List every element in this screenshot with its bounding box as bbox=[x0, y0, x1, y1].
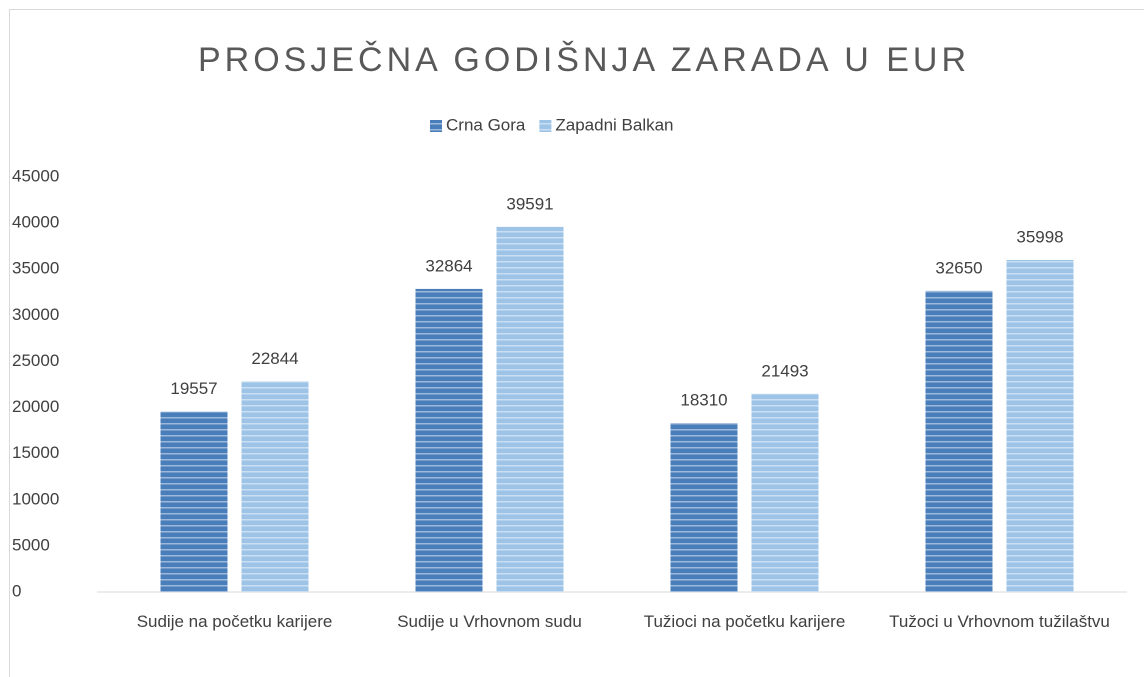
bar bbox=[241, 381, 309, 592]
bar bbox=[751, 393, 819, 592]
data-label: 32864 bbox=[425, 256, 472, 275]
y-tick-label: 25000 bbox=[12, 351, 59, 370]
data-label: 19557 bbox=[170, 379, 217, 398]
x-tick-label: Tužoci u Vrhovnom tužilaštvu bbox=[889, 612, 1110, 631]
x-tick-label: Sudije u Vrhovnom sudu bbox=[397, 612, 582, 631]
data-label: 18310 bbox=[680, 391, 727, 410]
y-tick-label: 0 bbox=[12, 581, 21, 600]
x-tick-label: Tužioci na početku karijere bbox=[643, 612, 846, 631]
y-tick-label: 10000 bbox=[12, 489, 59, 508]
data-label: 22844 bbox=[251, 349, 298, 368]
chart-title: PROSJEČNA GODIŠNJA ZARADA U EUR bbox=[198, 41, 970, 79]
chart-border bbox=[9, 9, 1144, 677]
data-label: 39591 bbox=[506, 194, 553, 213]
bar bbox=[925, 290, 993, 592]
data-label: 35998 bbox=[1016, 228, 1063, 247]
y-tick-label: 5000 bbox=[12, 535, 50, 554]
bar bbox=[160, 411, 228, 592]
y-tick-label: 30000 bbox=[12, 305, 59, 324]
y-tick-label: 15000 bbox=[12, 443, 59, 462]
legend-swatch bbox=[430, 120, 442, 132]
data-label: 21493 bbox=[761, 361, 808, 380]
legend-swatch bbox=[539, 120, 552, 132]
bar bbox=[1006, 260, 1074, 592]
data-label: 32650 bbox=[935, 258, 982, 277]
legend-label: Crna Gora bbox=[446, 115, 526, 134]
bar bbox=[415, 288, 483, 592]
y-tick-label: 40000 bbox=[12, 213, 59, 232]
y-tick-label: 45000 bbox=[12, 166, 59, 185]
legend-label: Zapadni Balkan bbox=[555, 115, 673, 134]
y-tick-label: 20000 bbox=[12, 397, 59, 416]
bar bbox=[496, 226, 564, 592]
y-tick-label: 35000 bbox=[12, 259, 59, 278]
x-tick-label: Sudije na početku karijere bbox=[136, 612, 333, 631]
bar bbox=[670, 423, 738, 592]
